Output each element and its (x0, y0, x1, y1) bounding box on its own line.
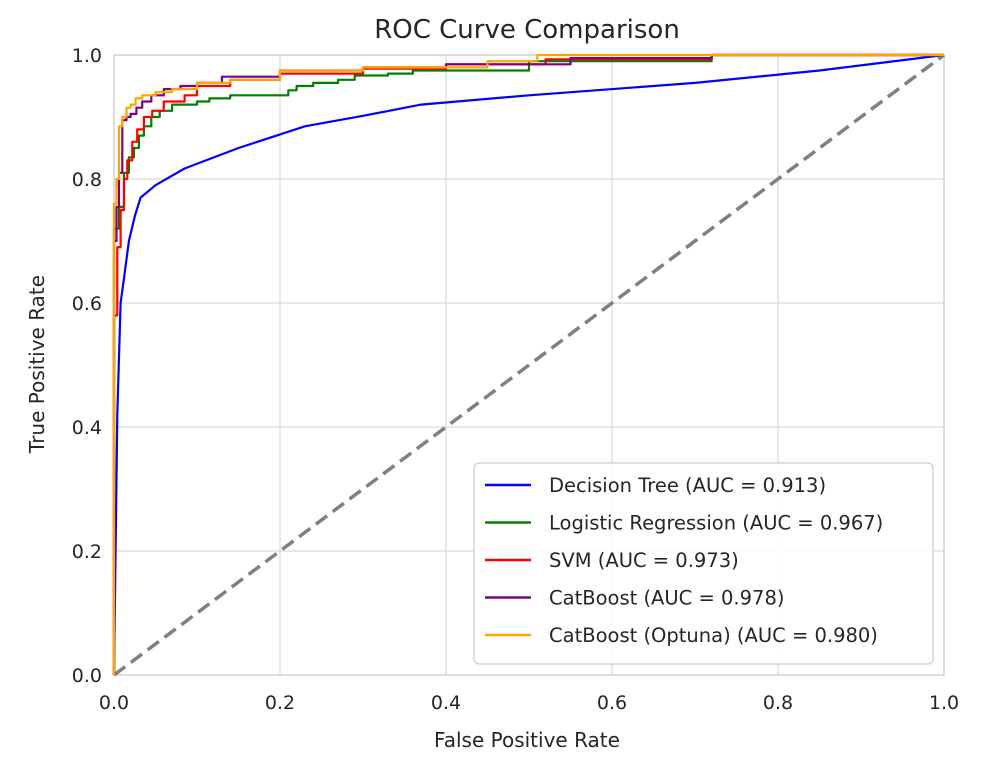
y-tick-label-4: 0.8 (72, 169, 102, 191)
chart-title: ROC Curve Comparison (374, 15, 680, 45)
series-lines (112, 53, 946, 677)
legend-label-1: Logistic Regression (AUC = 0.967) (549, 512, 883, 535)
legend-label-2: SVM (AUC = 0.973) (549, 549, 739, 572)
x-tick-label-5: 1.0 (929, 692, 959, 714)
legend-label-4: CatBoost (Optuna) (AUC = 0.980) (549, 624, 878, 647)
legend: Decision Tree (AUC = 0.913) Logistic Regr… (473, 462, 934, 665)
y-tick-label-5: 1.0 (72, 45, 102, 67)
roc-line-0 (112, 53, 945, 676)
roc-line-1 (112, 53, 944, 675)
legend-box (473, 462, 934, 665)
roc-line-4 (112, 53, 944, 675)
x-tick-label-1: 0.2 (265, 692, 295, 714)
diagonal-baseline (112, 53, 946, 677)
legend-label-0: Decision Tree (AUC = 0.913) (549, 474, 826, 497)
x-tick-label-2: 0.4 (431, 692, 461, 714)
y-tick-label-0: 0.0 (72, 665, 102, 687)
y-tick-label-1: 0.2 (72, 541, 102, 563)
tick-labels: 0.0 0.2 0.4 0.6 0.8 1.0 0.0 0.2 0.4 0.6 0.8 1.0 (72, 45, 959, 714)
roc-line-2 (112, 53, 944, 675)
y-tick-label-3: 0.6 (72, 293, 102, 315)
legend-label-3: CatBoost (AUC = 0.978) (549, 587, 784, 610)
y-axis-title: True Positive Rate (25, 275, 49, 454)
x-tick-label-0: 0.0 (99, 692, 129, 714)
x-axis-title: False Positive Rate (434, 728, 620, 752)
grid (113, 54, 945, 676)
x-tick-label-4: 0.8 (763, 692, 793, 714)
x-tick-label-3: 0.6 (597, 692, 627, 714)
y-tick-label-2: 0.4 (72, 417, 102, 439)
